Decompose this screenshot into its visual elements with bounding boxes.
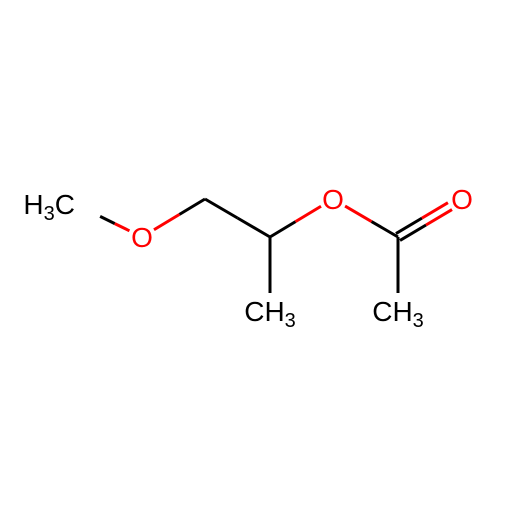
bond-segment xyxy=(238,218,271,237)
bond-segment xyxy=(205,199,238,218)
atom-label: O xyxy=(131,222,153,253)
bond-segment xyxy=(179,199,205,214)
bond-segment xyxy=(154,214,180,229)
bond-segment xyxy=(345,206,371,221)
bond-segment xyxy=(115,224,130,231)
atom-label: CH3 xyxy=(244,296,296,332)
bond-segment xyxy=(372,222,398,237)
bond-segment xyxy=(296,206,322,221)
atom-label: O xyxy=(322,184,344,215)
chemical-structure-diagram: H3C O O O CH3 CH3 xyxy=(0,0,510,510)
bond-segment xyxy=(100,216,115,223)
atom-label: CH3 xyxy=(372,296,424,332)
atom-label: O xyxy=(451,184,473,215)
bond-segment xyxy=(270,222,296,237)
atom-label: H3C xyxy=(23,189,75,225)
